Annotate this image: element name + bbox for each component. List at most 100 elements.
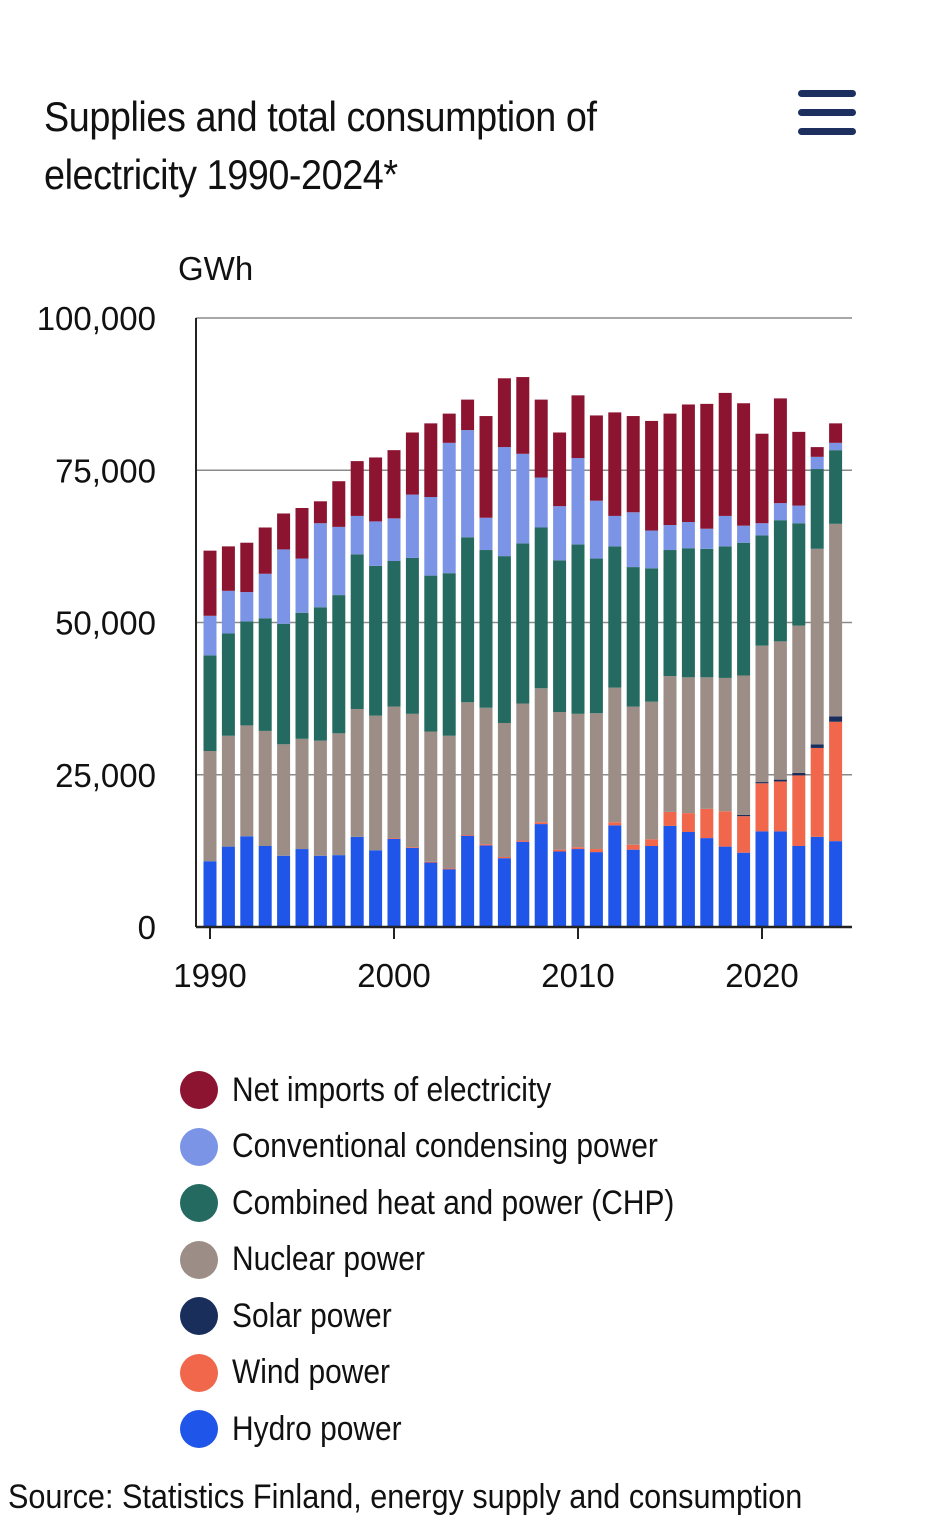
bar-segment-net-imports-of-electricity: [755, 433, 769, 524]
bar-segment-hydro-power: [773, 831, 787, 927]
bar-segment-wind-power: [553, 849, 567, 852]
bar-segment-wind-power: [626, 844, 640, 850]
bar-segment-combined-heat-and-power-chp: [534, 527, 548, 689]
bar-segment-conventional-condensing-power: [571, 458, 585, 545]
bar-segment-conventional-condensing-power: [332, 526, 346, 596]
legend-item: Nuclear power: [180, 1232, 735, 1289]
legend-item: Combined heat and power (CHP): [180, 1175, 735, 1232]
bar-segment-net-imports-of-electricity: [700, 403, 714, 529]
bar-segment-nuclear-power: [645, 701, 659, 840]
bar-segment-conventional-condensing-power: [608, 515, 622, 547]
bar-segment-nuclear-power: [203, 750, 217, 862]
y-tick-label: 75,000: [55, 452, 156, 489]
bar-segment-hydro-power: [277, 855, 291, 927]
bar-segment-combined-heat-and-power-chp: [700, 548, 714, 678]
bar-segment-combined-heat-and-power-chp: [663, 550, 677, 677]
bar-segment-combined-heat-and-power-chp: [479, 550, 493, 708]
bar-segment-combined-heat-and-power-chp: [589, 558, 603, 714]
bar-segment-combined-heat-and-power-chp: [313, 607, 327, 741]
bar-segment-net-imports-of-electricity: [258, 527, 272, 574]
bar-segment-net-imports-of-electricity: [332, 481, 346, 527]
bar-segment-solar-power: [737, 814, 751, 817]
legend-swatch-icon: [180, 1071, 218, 1110]
bar-segment-wind-power: [461, 835, 475, 836]
bar-segment-combined-heat-and-power-chp: [516, 543, 530, 704]
legend-label: Hydro power: [232, 1409, 402, 1448]
y-axis-tick-labels: 0 25,000 50,000 75,000 100,000: [37, 300, 156, 946]
y-tick-label: 0: [138, 909, 156, 946]
menu-line: [798, 109, 856, 116]
bar-segment-net-imports-of-electricity: [608, 412, 622, 516]
bar-stack-2018: [718, 392, 732, 927]
bar-segment-conventional-condensing-power: [240, 592, 254, 622]
bar-stack-2016: [681, 404, 695, 927]
legend-swatch-icon: [180, 1127, 218, 1166]
bar-stack-2000: [387, 450, 401, 927]
legend-swatch-icon: [180, 1240, 218, 1279]
bar-stack-2005: [479, 416, 493, 927]
x-tick-label: 2010: [541, 957, 614, 994]
bar-segment-net-imports-of-electricity: [516, 377, 530, 454]
bar-segment-hydro-power: [589, 852, 603, 927]
bar-segment-solar-power: [773, 779, 787, 782]
x-tick-label: 2020: [725, 957, 798, 994]
bar-segment-nuclear-power: [810, 548, 824, 745]
bar-segment-net-imports-of-electricity: [534, 399, 548, 478]
bar-stack-1999: [369, 457, 383, 927]
bar-segment-hydro-power: [829, 841, 843, 927]
bar-segment-combined-heat-and-power-chp: [755, 535, 769, 646]
bar-segment-hydro-power: [700, 838, 714, 927]
bar-segment-hydro-power: [424, 862, 438, 927]
hamburger-menu-icon[interactable]: [796, 88, 858, 138]
bar-segment-nuclear-power: [589, 713, 603, 850]
bar-segment-nuclear-power: [442, 735, 456, 869]
y-tick-label: 50,000: [55, 605, 156, 642]
bar-stack-2021: [773, 398, 787, 927]
bar-stack-2013: [626, 416, 640, 927]
bar-segment-net-imports-of-electricity: [737, 403, 751, 526]
bar-segment-combined-heat-and-power-chp: [681, 548, 695, 678]
stacked-bar-chart: GWh 0 25,000 50,000 75,000 100,000 1990 2000 2…: [37, 250, 852, 994]
legend-label: Nuclear power: [232, 1240, 425, 1279]
bar-segment-nuclear-power: [718, 677, 732, 812]
bar-segment-wind-power: [755, 783, 769, 832]
bar-segment-wind-power: [645, 839, 659, 847]
bar-segment-hydro-power: [810, 836, 824, 927]
bar-stack-2009: [553, 432, 567, 927]
bar-segment-conventional-condensing-power: [221, 590, 235, 634]
bar-segment-net-imports-of-electricity: [829, 423, 843, 443]
bar-segment-nuclear-power: [479, 707, 493, 845]
bar-segment-combined-heat-and-power-chp: [737, 542, 751, 676]
bar-segment-net-imports-of-electricity: [626, 416, 640, 513]
bar-segment-hydro-power: [387, 838, 401, 927]
bar-segment-conventional-condensing-power: [553, 506, 567, 561]
legend: Net imports of electricity Conventional c…: [180, 1062, 735, 1458]
bar-segment-conventional-condensing-power: [461, 430, 475, 538]
bar-segment-nuclear-power: [258, 730, 272, 847]
bar-stack-1994: [277, 513, 291, 927]
bar-segment-wind-power: [718, 811, 732, 847]
bar-segment-nuclear-power: [737, 675, 751, 815]
bar-segment-net-imports-of-electricity: [350, 461, 364, 516]
bar-segment-conventional-condensing-power: [516, 453, 530, 544]
bar-stack-2019: [737, 403, 751, 927]
bar-segment-hydro-power: [350, 836, 364, 927]
bar-segment-combined-heat-and-power-chp: [792, 523, 806, 626]
bar-stack-2014: [645, 420, 659, 927]
menu-line: [798, 90, 856, 97]
bar-segment-hydro-power: [608, 825, 622, 927]
bar-segment-combined-heat-and-power-chp: [387, 560, 401, 707]
chart-title-line-1: Supplies and total consumption of: [44, 93, 597, 140]
bar-segment-hydro-power: [369, 850, 383, 927]
legend-swatch-icon: [180, 1297, 218, 1336]
bar-segment-conventional-condensing-power: [479, 517, 493, 551]
bar-segment-hydro-power: [442, 869, 456, 927]
bar-segment-wind-power: [829, 721, 843, 842]
bar-segment-wind-power: [810, 747, 824, 837]
bar-segment-hydro-power: [295, 849, 309, 927]
bar-segment-combined-heat-and-power-chp: [773, 520, 787, 642]
bar-segment-solar-power: [792, 772, 806, 776]
bar-segment-combined-heat-and-power-chp: [240, 621, 254, 726]
bar-segment-net-imports-of-electricity: [203, 550, 217, 616]
bar-segment-combined-heat-and-power-chp: [571, 544, 585, 714]
